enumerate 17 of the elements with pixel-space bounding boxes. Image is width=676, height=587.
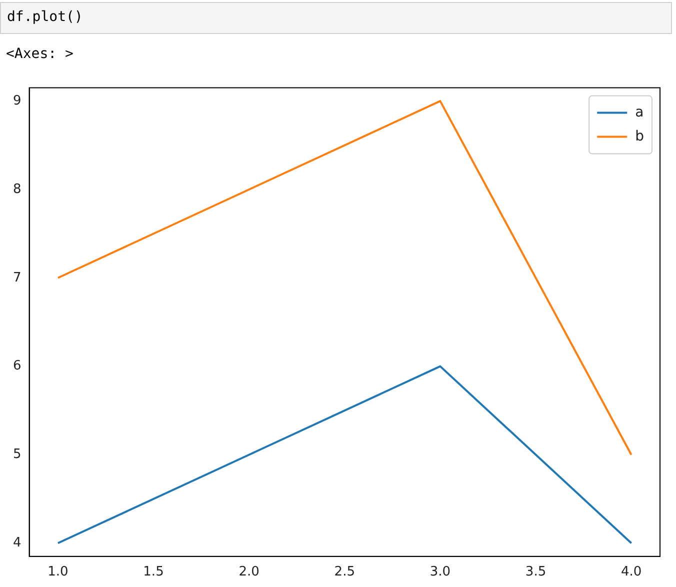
y-tick-label: 6 <box>12 358 22 374</box>
x-tick-label: 3.5 <box>525 564 546 580</box>
x-tick-label: 2.5 <box>334 564 355 580</box>
x-tick-label: 1.0 <box>48 564 68 580</box>
legend-label: b <box>635 128 644 144</box>
x-tick-label: 2.0 <box>238 564 260 580</box>
y-tick-label: 8 <box>12 182 22 197</box>
x-tick-label: 4.0 <box>620 564 642 580</box>
x-tick-label: 3.0 <box>430 564 451 580</box>
x-tick-label: 1.5 <box>143 564 164 580</box>
y-tick-label: 9 <box>12 93 22 108</box>
legend-label: a <box>635 104 644 120</box>
text: <Axes: > <box>6 46 74 62</box>
y-tick-label: 7 <box>12 270 22 286</box>
text: df.plot() <box>0 2 672 34</box>
y-tick-label: 5 <box>12 447 22 462</box>
y-tick-label: 4 <box>12 536 22 551</box>
